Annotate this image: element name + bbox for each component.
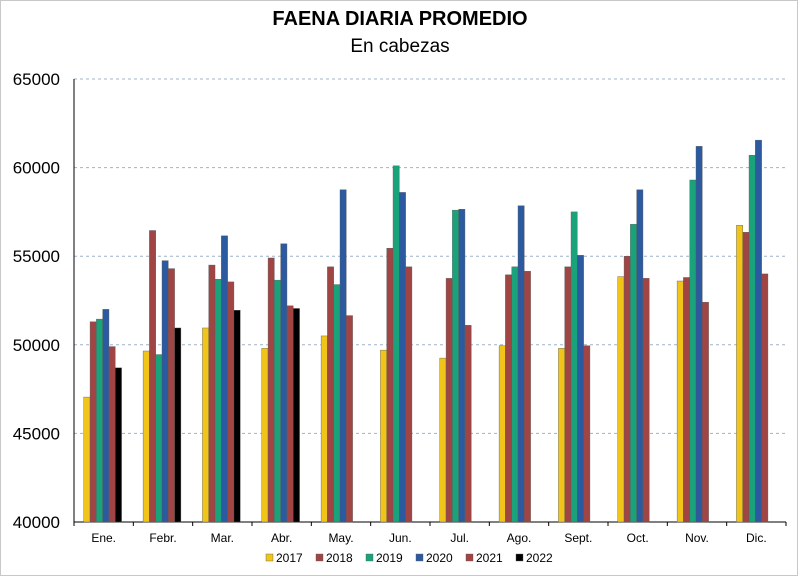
bar-2020-Ago. — [517, 205, 525, 523]
bar-2021-Ago. — [524, 271, 531, 523]
bar-2019-Ene. — [96, 318, 103, 523]
bar-2019-May. — [333, 284, 341, 523]
bar-2019-Oct. — [630, 224, 637, 523]
bar-2020-Abr. — [280, 243, 288, 523]
bar-2022-Mar. — [233, 310, 241, 523]
bar-2017-Nov. — [676, 280, 684, 523]
bar-2017-Ago. — [498, 345, 506, 523]
bar-2018-Jul. — [445, 278, 453, 523]
bar-2022-Abr. — [293, 308, 300, 523]
bar-2019-Jul. — [452, 209, 459, 523]
bar-2017-Jun. — [380, 349, 387, 523]
bar-2019-Sept. — [570, 211, 578, 523]
bar-2017-Dic. — [736, 224, 743, 523]
chart-subtitle: En cabezas — [350, 36, 450, 57]
bar-2021-Mar. — [227, 281, 235, 523]
bar-2017-Febr. — [142, 350, 150, 523]
y-tick-label: 65000 — [13, 70, 60, 89]
bar-2017-Abr. — [261, 348, 269, 523]
legend-swatch-2018 — [315, 553, 324, 562]
bar-2020-Oct. — [636, 189, 644, 523]
chart-title: FAENA DIARIA PROMEDIO — [272, 8, 528, 30]
bar-2019-Mar. — [214, 279, 222, 523]
x-tick-label: Febr. — [149, 531, 176, 545]
bar-2020-Mar. — [221, 235, 228, 523]
bar-2019-Abr. — [274, 279, 281, 523]
bar-2019-Ago. — [511, 266, 519, 523]
x-tick-label: Dic. — [746, 531, 767, 545]
bar-2021-May. — [346, 315, 353, 523]
x-tick-label: Sept. — [564, 531, 592, 545]
y-tick-label: 60000 — [13, 159, 60, 178]
legend-label-2018: 2018 — [326, 551, 353, 565]
y-tick-label: 50000 — [13, 336, 60, 355]
x-tick-label: Jun. — [389, 531, 412, 545]
bar-2021-Ene. — [108, 346, 116, 523]
x-tick-label: Jul. — [450, 531, 469, 545]
legend-swatch-2020 — [415, 553, 424, 562]
bar-2022-Ene. — [115, 367, 122, 523]
bar-2018-Ene. — [89, 321, 97, 523]
bar-2020-Ene. — [102, 309, 110, 523]
bar-2018-Mar. — [208, 264, 216, 523]
bar-2021-Nov. — [702, 302, 709, 523]
legend-label-2021: 2021 — [476, 551, 503, 565]
bar-2019-Nov. — [689, 179, 697, 523]
bar-2017-Oct. — [617, 276, 625, 523]
bar-2020-Febr. — [161, 260, 169, 523]
bar-2019-Dic. — [748, 154, 756, 523]
bar-2017-Ene. — [83, 396, 91, 523]
bar-2020-Jun. — [399, 192, 406, 523]
bar-2019-Jun. — [392, 165, 400, 523]
bar-2018-May. — [327, 266, 334, 523]
y-tick-label: 55000 — [13, 247, 60, 266]
x-tick-label: Mar. — [211, 531, 234, 545]
legend-swatch-2021 — [465, 553, 474, 562]
bar-2017-Jul. — [439, 357, 447, 523]
bar-2017-Mar. — [202, 327, 209, 523]
bar-2020-Jul. — [458, 209, 466, 523]
bar-2018-Febr. — [149, 230, 156, 523]
legend-swatch-2017 — [265, 553, 274, 562]
bar-2018-Dic. — [742, 232, 750, 523]
bar-2020-May. — [339, 189, 347, 523]
legend-swatch-2019 — [365, 553, 374, 562]
bar-2018-Nov. — [683, 277, 690, 523]
x-tick-label: Oct. — [627, 531, 649, 545]
bar-2019-Febr. — [155, 354, 163, 523]
bar-2021-Oct. — [642, 278, 650, 523]
legend-label-2020: 2020 — [426, 551, 453, 565]
bar-2018-Jun. — [386, 248, 394, 523]
x-tick-label: Ago. — [507, 531, 532, 545]
bar-2021-Jun. — [405, 266, 413, 523]
bar-2020-Dic. — [755, 139, 762, 523]
y-tick-label: 40000 — [13, 513, 60, 532]
bar-2018-Abr. — [267, 257, 275, 523]
bar-2018-Sept. — [564, 266, 572, 523]
bar-2021-Sept. — [583, 345, 591, 523]
x-tick-label: Abr. — [271, 531, 292, 545]
x-tick-label: Nov. — [685, 531, 709, 545]
legend-label-2022: 2022 — [526, 551, 553, 565]
legend-label-2019: 2019 — [376, 551, 403, 565]
y-tick-label: 45000 — [13, 424, 60, 443]
bar-2020-Sept. — [577, 255, 584, 523]
x-tick-label: Ene. — [91, 531, 116, 545]
legend-swatch-2022 — [515, 553, 524, 562]
bar-2021-Jul. — [464, 325, 472, 523]
bar-2021-Febr. — [168, 268, 175, 523]
bar-2017-Sept. — [558, 348, 565, 523]
bar-2022-Febr. — [174, 327, 182, 523]
legend-label-2017: 2017 — [276, 551, 303, 565]
bar-2018-Oct. — [623, 256, 631, 523]
bar-2018-Ago. — [505, 274, 512, 523]
bar-2017-May. — [320, 335, 328, 523]
bar-2021-Dic. — [761, 273, 769, 523]
bar-2020-Nov. — [695, 146, 703, 523]
bar-2021-Abr. — [286, 305, 294, 523]
x-tick-label: May. — [328, 531, 353, 545]
